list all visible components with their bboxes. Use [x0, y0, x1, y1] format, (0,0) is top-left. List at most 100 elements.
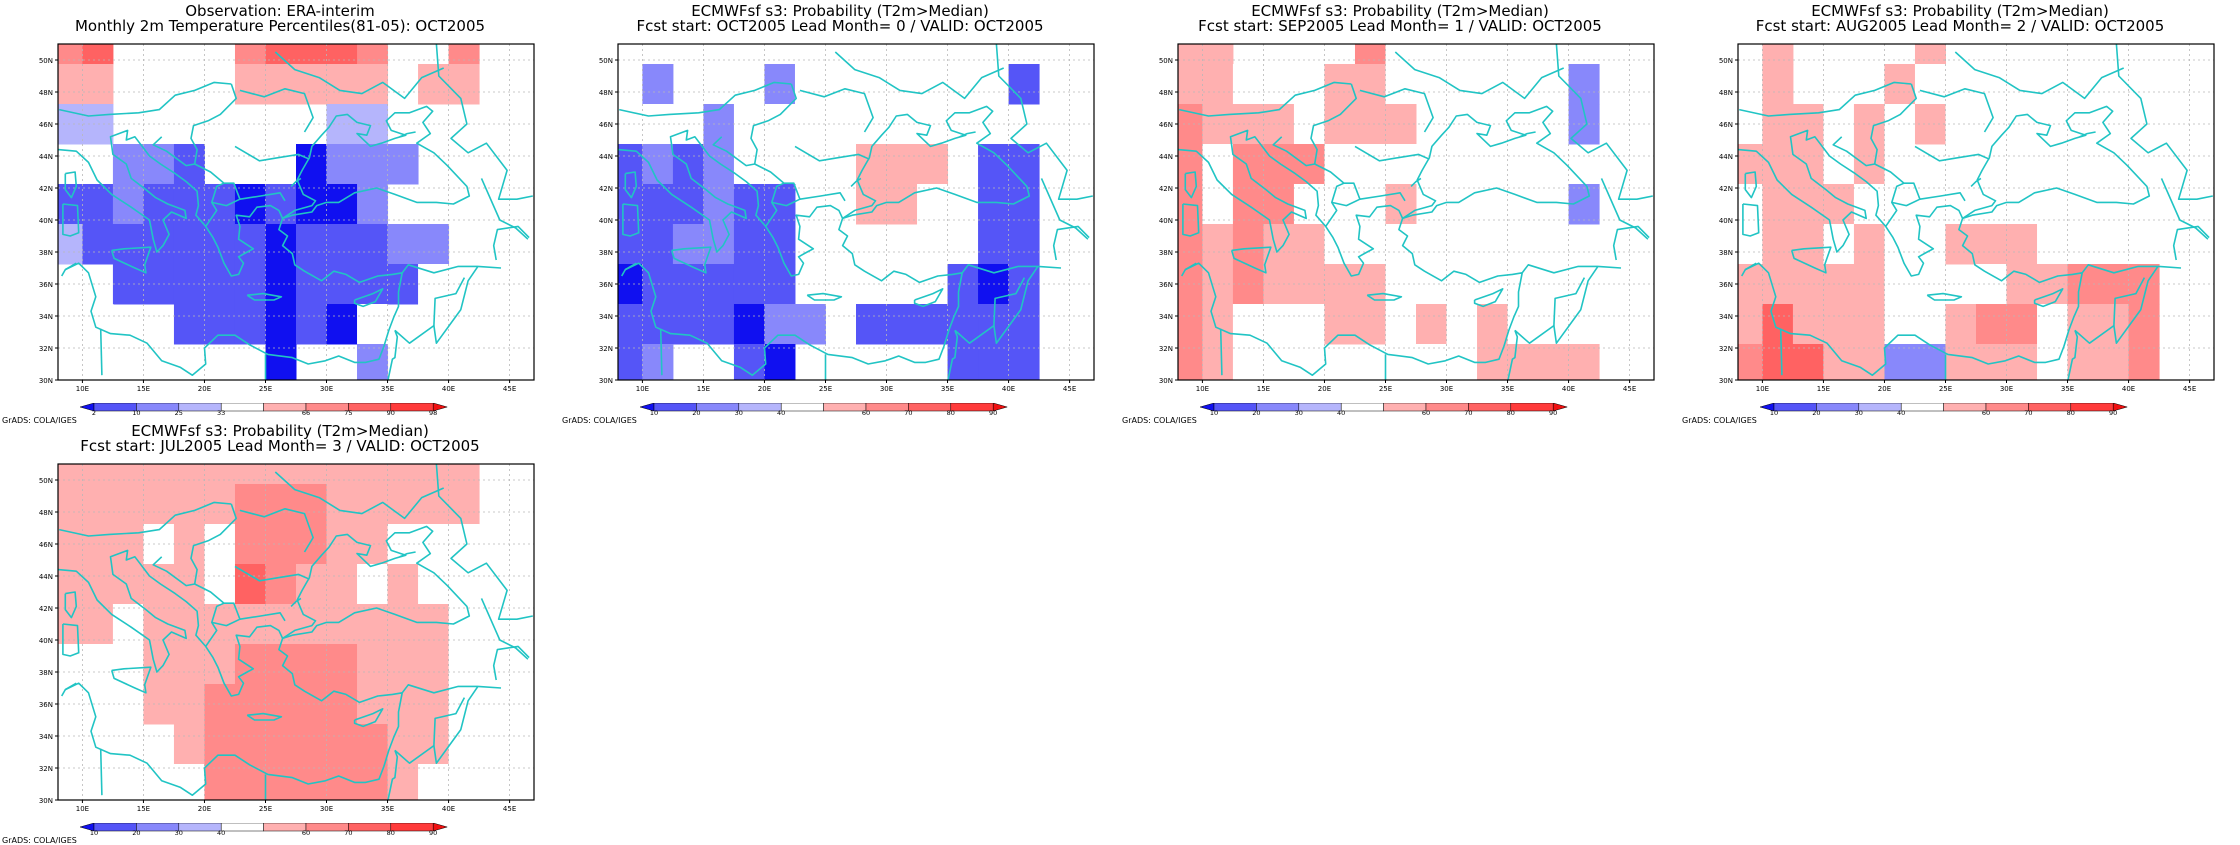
lon-tick-label: 40E: [1562, 385, 1575, 393]
grid-cell: [1324, 304, 1356, 345]
colorbar-segment: [1213, 403, 1257, 412]
coastline: [435, 464, 533, 620]
coastline: [794, 145, 870, 162]
coastline: [2172, 225, 2210, 261]
grid-cell: [1008, 144, 1040, 185]
colorbar-segment: [263, 403, 307, 412]
lon-tick-label: 40E: [2122, 385, 2135, 393]
grid-cell: [1945, 224, 1977, 265]
colorbar-label: 30: [175, 829, 183, 835]
grid-cell: [265, 224, 297, 265]
coastline: [799, 87, 874, 133]
grid-cell: [794, 44, 826, 65]
grid-cell: [265, 344, 297, 380]
grid-cell: [265, 524, 297, 565]
map-grid: 30N 32N 34N 36N 38N 40N 42N 44N 46N 48N 50N 10E 15E 2…: [599, 43, 1095, 393]
grid-cell: [296, 464, 328, 485]
grid-cell: [1945, 104, 1977, 145]
coastline: [1742, 203, 1760, 237]
coastline: [194, 163, 286, 202]
colorbar-segment: [1985, 403, 2029, 412]
coastline: [1179, 81, 1352, 117]
coastline: [290, 597, 302, 607]
colorbar-segment: [1510, 403, 1554, 412]
coastline: [995, 44, 1093, 200]
coastline: [1744, 171, 1758, 199]
lon-tick-label: 35E: [381, 385, 394, 393]
coastline: [1514, 265, 1599, 345]
grid-cell: [1263, 224, 1295, 265]
colorbar-label: 80: [947, 409, 955, 415]
grads-credit: GrADS: COLA/IGES: [1122, 416, 1197, 425]
lon-tick-label: 20E: [198, 385, 211, 393]
coastline: [59, 501, 232, 537]
lat-tick-label: 36N: [1159, 281, 1173, 289]
lat-tick-label: 36N: [39, 701, 53, 709]
grid-cell: [418, 604, 450, 645]
lon-tick-label: 30E: [880, 385, 893, 393]
colorbar-max-arrow: [992, 403, 1009, 412]
grid-cell: [947, 344, 979, 380]
grid-cell: [886, 144, 918, 185]
grid-cell: [265, 564, 297, 605]
grid-cell: [204, 464, 236, 485]
panel-forecast-aug2005: ECMWFsf s3: Probability (T2m>Median) Fcs…: [1680, 0, 2240, 425]
coastline: [1181, 262, 1197, 277]
grid-cell: [672, 224, 704, 265]
lat-tick-label: 50N: [39, 57, 53, 65]
grid-cell: [1263, 44, 1295, 65]
coastline: [913, 288, 944, 308]
grid-cell: [1178, 44, 1203, 65]
grid-cell: [112, 724, 144, 765]
grid-cell: [618, 44, 643, 65]
grid-cell: [173, 464, 205, 485]
grid-cell: [1178, 344, 1203, 380]
lat-tick-label: 42N: [599, 185, 613, 193]
grid-cell: [265, 764, 297, 800]
lat-tick-label: 34N: [599, 313, 613, 321]
grid-cell: [326, 644, 358, 685]
colorbar-label: 40: [777, 409, 785, 415]
lat-tick-label: 48N: [1159, 89, 1173, 97]
coastline: [399, 131, 416, 138]
grid-cell: [448, 464, 480, 485]
coastline: [1219, 328, 1223, 376]
lon-tick-label: 40E: [1002, 385, 1015, 393]
coastline: [480, 178, 529, 240]
coastline: [1553, 277, 1586, 326]
panel-title-line2: Fcst start: SEP2005 Lead Month= 1 / VALI…: [1198, 17, 1602, 35]
lon-tick-label: 30E: [320, 805, 333, 813]
lat-tick-label: 36N: [39, 281, 53, 289]
lon-tick-label: 10E: [1196, 385, 1209, 393]
grid-cell: [618, 64, 643, 105]
grid-cell: [1568, 344, 1600, 380]
lat-tick-label: 50N: [1719, 57, 1733, 65]
lon-tick-label: 30E: [1440, 385, 1453, 393]
colorbar-max-arrow: [2112, 403, 2129, 412]
grid-cell: [143, 224, 175, 265]
coastline: [1184, 171, 1198, 199]
lat-tick-label: 50N: [599, 57, 613, 65]
lon-tick-label: 35E: [2061, 385, 2074, 393]
grid-cell: [1945, 344, 1977, 380]
grid-cell: [265, 184, 297, 225]
grid-cell: [418, 464, 450, 485]
coastline: [1272, 136, 1315, 167]
colorbar-segment: [136, 823, 180, 832]
coastline: [190, 83, 237, 165]
grid-cell: [886, 304, 918, 345]
coastline: [492, 645, 530, 681]
colorbar-label: 10: [1770, 409, 1778, 415]
coastline: [1410, 177, 1422, 187]
grid-cell: [1762, 44, 1794, 65]
grid-cell: [143, 564, 175, 605]
grid-cell: [357, 224, 389, 265]
coastline: [659, 328, 663, 376]
grid-cell: [1293, 184, 1325, 225]
lat-tick-label: 46N: [599, 121, 613, 129]
lon-tick-label: 45E: [503, 805, 516, 813]
grid-cell: [296, 684, 328, 725]
grid-cell: [448, 484, 480, 525]
grid-cell: [703, 224, 735, 265]
grid-cell: [703, 144, 735, 185]
